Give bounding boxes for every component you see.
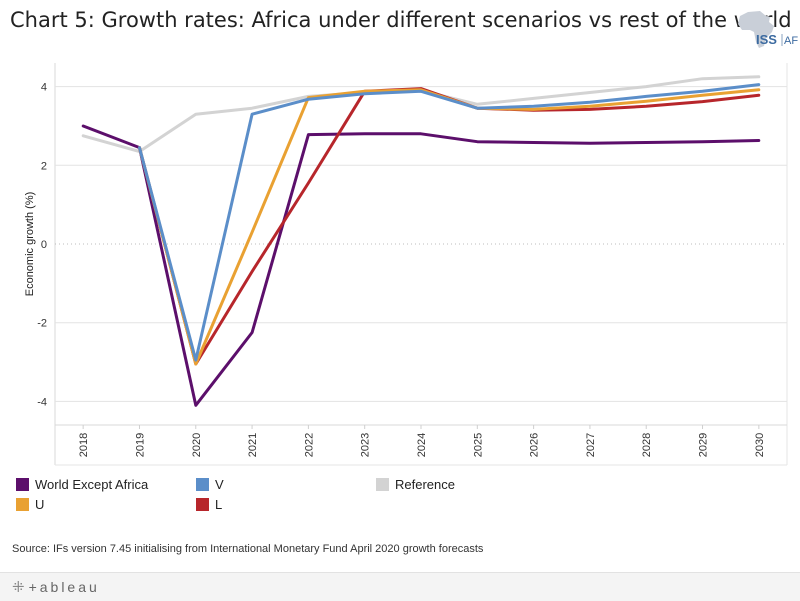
legend-label-l: L [215, 497, 223, 512]
legend-label-reference: Reference [395, 477, 455, 492]
x-tick-label: 2019 [134, 433, 146, 457]
africa-map-icon [738, 11, 774, 48]
x-tick-label: 2030 [754, 433, 766, 457]
y-tick-label: -2 [37, 318, 47, 330]
x-tick-label: 2018 [78, 433, 90, 457]
x-tick-label: 2028 [641, 433, 653, 457]
legend-label-world: World Except Africa [35, 477, 149, 492]
legend-v[interactable]: V [196, 477, 224, 492]
legend-swatch-world [16, 478, 29, 491]
series-line-world [81, 124, 761, 407]
y-tick-label: 2 [41, 160, 47, 172]
x-tick-label: 2026 [529, 433, 541, 457]
series-line-v [138, 83, 761, 362]
x-tick-label: 2025 [472, 433, 484, 457]
legend-swatch-u [16, 498, 29, 511]
legend-u[interactable]: U [16, 497, 44, 512]
tableau-logo-icon: ⁜ [12, 579, 25, 596]
x-tick-label: 2021 [247, 433, 259, 457]
x-tick-label: 2024 [416, 433, 428, 457]
y-tick-label: -4 [37, 396, 47, 408]
iss-afi-logo: ISS AFI [726, 8, 800, 52]
logo-text-sub: AFI [784, 35, 798, 47]
x-tick-label: 2027 [585, 433, 597, 457]
line-chart: 4 2 0 -2 -4 Economic growth (%) 2018 2019 2020 20… [24, 63, 788, 466]
x-tick-label: 2029 [698, 433, 710, 457]
legend-reference[interactable]: Reference [376, 477, 455, 492]
legend-swatch-reference [376, 478, 389, 491]
legend-label-v: V [215, 477, 224, 492]
x-tick-label: 2023 [360, 433, 372, 457]
y-tick-label: 4 [41, 82, 47, 94]
legend-label-u: U [35, 497, 45, 512]
x-tick-label: 2022 [303, 433, 315, 457]
tableau-footer: ⁜ +ableau [0, 572, 800, 601]
tableau-wordmark: +ableau [28, 579, 100, 595]
source-note: Source: IFs version 7.45 initialising fr… [12, 543, 484, 555]
legend-swatch-v [196, 478, 209, 491]
chart-title: Chart 5: Growth rates: Africa under diff… [10, 8, 792, 32]
logo-text-main: ISS [756, 32, 777, 47]
legend-swatch-l [196, 498, 209, 511]
x-tick-label: 2020 [191, 433, 203, 457]
y-tick-label: 0 [41, 239, 47, 251]
legend-l[interactable]: L [196, 497, 222, 512]
tableau-brand[interactable]: ⁜ +ableau [12, 578, 100, 596]
legend-world-except-africa[interactable]: World Except Africa [16, 477, 148, 492]
y-axis-label: Economic growth (%) [24, 192, 36, 297]
